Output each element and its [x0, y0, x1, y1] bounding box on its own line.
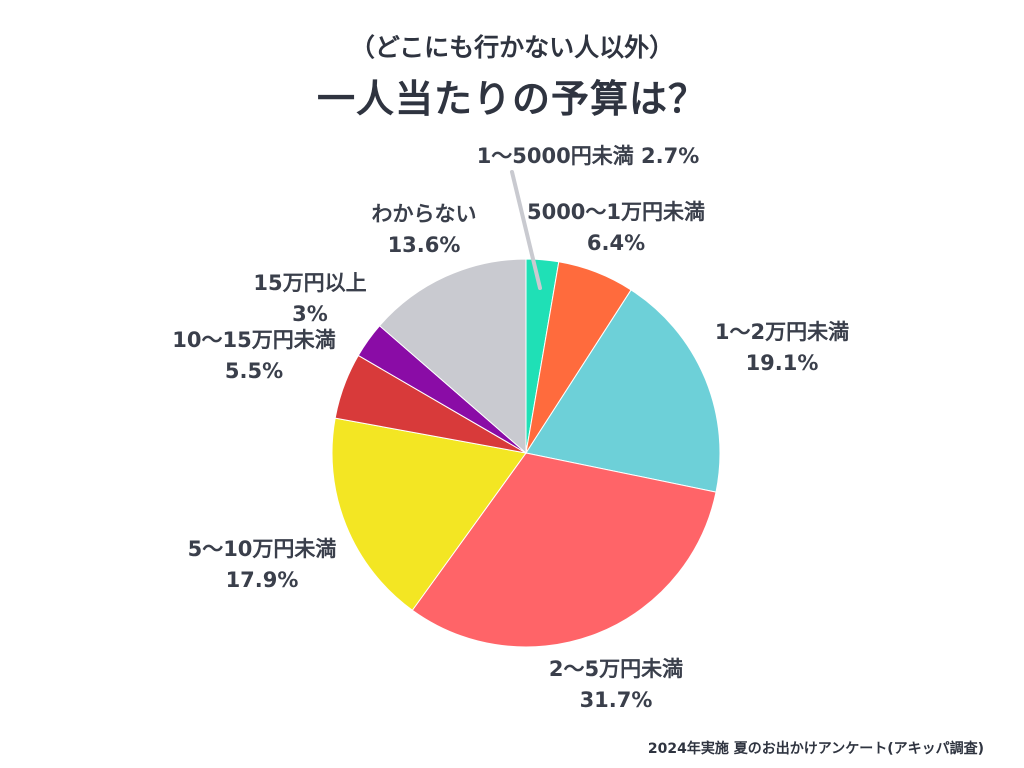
leader-line: [510, 170, 542, 290]
slice-value-label: 31.7%: [580, 688, 653, 712]
slice-category-label: 15万円以上: [253, 271, 366, 295]
pie-slice: [411, 452, 717, 648]
slice-value-label: 13.6%: [388, 233, 461, 257]
slice-value-label: 17.9%: [226, 568, 299, 592]
slice-category-label: 10〜15万円未満: [172, 328, 335, 352]
pie-slice: [525, 289, 721, 493]
chart-title: 一人当たりの予算は？: [316, 77, 707, 121]
slice-category-label: わからない: [372, 202, 477, 226]
slice-category-label: 5〜10万円未満: [188, 537, 337, 561]
slice-label: 1〜5000円未満 2.7%: [477, 144, 700, 168]
slice-category-label: 1〜2万円未満: [715, 320, 849, 344]
slice-value-label: 6.4%: [587, 231, 645, 255]
slice-category-label: 2〜5万円未満: [549, 657, 683, 681]
slice-value-label: 19.1%: [746, 351, 819, 375]
slice-value-label: 5.5%: [225, 359, 283, 383]
pie-slice: [378, 258, 527, 455]
chart-subtitle: （どこにも行かない人以外）: [349, 33, 675, 62]
slice-value-label: 3%: [292, 302, 328, 326]
pie-slice: [331, 417, 527, 611]
source-note: 2024年実施 夏のお出かけアンケート(アキッパ調査): [647, 741, 984, 757]
slice-category-label: 5000〜1万円未満: [527, 200, 705, 224]
